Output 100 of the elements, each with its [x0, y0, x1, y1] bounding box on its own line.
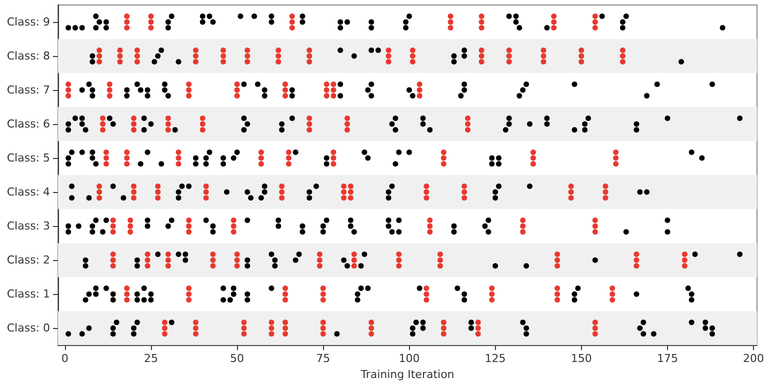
point — [572, 127, 578, 133]
point — [572, 81, 578, 87]
point — [506, 121, 512, 127]
point — [282, 331, 288, 337]
point — [110, 252, 116, 258]
point — [186, 218, 192, 224]
y-tick-label: Class: 3 — [6, 220, 50, 233]
point — [692, 252, 698, 258]
point — [289, 87, 295, 93]
point — [410, 325, 416, 331]
point — [613, 150, 619, 156]
point — [544, 121, 550, 127]
point — [86, 195, 92, 201]
y-tick-label: Class: 9 — [6, 16, 50, 29]
point — [465, 127, 471, 133]
point — [462, 189, 468, 195]
y-tick-label: Class: 2 — [6, 254, 50, 267]
point — [192, 47, 198, 53]
point — [610, 286, 616, 292]
point — [110, 223, 116, 229]
point — [420, 116, 426, 121]
point — [610, 291, 616, 297]
x-tick-label: 150 — [570, 352, 592, 366]
point — [165, 223, 171, 229]
point — [282, 286, 288, 292]
point — [117, 59, 123, 65]
point — [427, 127, 433, 133]
point — [330, 150, 336, 156]
point — [396, 252, 402, 258]
point — [192, 155, 198, 161]
point — [306, 53, 312, 59]
point — [530, 155, 536, 161]
point — [128, 223, 134, 229]
point — [506, 13, 512, 19]
point — [144, 218, 150, 224]
point — [200, 127, 206, 133]
point — [341, 189, 347, 195]
point — [244, 297, 250, 303]
point — [478, 47, 484, 53]
point — [530, 161, 536, 167]
point — [462, 81, 468, 87]
point — [620, 47, 626, 53]
y-tick-label: Class: 5 — [6, 152, 50, 165]
point — [165, 252, 171, 258]
point — [165, 263, 171, 269]
point — [440, 320, 446, 326]
point — [182, 252, 188, 258]
point — [688, 320, 694, 326]
point — [664, 229, 670, 235]
point — [427, 229, 433, 235]
point — [144, 223, 150, 229]
point — [368, 93, 374, 99]
point — [192, 325, 198, 331]
point — [306, 47, 312, 53]
point — [568, 189, 574, 195]
point — [489, 291, 495, 297]
point — [320, 325, 326, 331]
point — [613, 155, 619, 161]
point — [192, 161, 198, 167]
point — [389, 121, 395, 127]
point — [368, 320, 374, 326]
x-tick-label: 50 — [230, 352, 244, 366]
point — [451, 229, 457, 235]
point — [276, 59, 282, 65]
point — [306, 59, 312, 65]
point — [165, 116, 171, 121]
point — [286, 161, 292, 167]
point — [96, 189, 102, 195]
point — [354, 297, 360, 303]
point — [79, 150, 85, 156]
point — [348, 189, 354, 195]
point — [66, 331, 72, 337]
point — [644, 189, 650, 195]
point — [258, 155, 264, 161]
point — [720, 25, 726, 31]
point — [540, 47, 546, 53]
point — [462, 291, 468, 297]
point — [186, 286, 192, 292]
point — [365, 87, 371, 93]
point — [168, 13, 174, 19]
point — [282, 81, 288, 87]
point — [124, 150, 130, 156]
point — [66, 87, 72, 93]
point — [338, 47, 344, 53]
point — [168, 320, 174, 326]
point — [554, 286, 560, 292]
point — [100, 127, 106, 133]
y-tick-label: Class: 7 — [6, 84, 50, 97]
point — [96, 53, 102, 59]
point — [200, 13, 206, 19]
point — [568, 195, 574, 201]
point — [344, 19, 350, 25]
point — [162, 325, 168, 331]
point — [520, 229, 526, 235]
point — [134, 59, 140, 65]
point — [203, 161, 209, 167]
point — [79, 116, 85, 121]
point — [124, 19, 130, 25]
point — [186, 223, 192, 229]
point — [220, 53, 226, 59]
